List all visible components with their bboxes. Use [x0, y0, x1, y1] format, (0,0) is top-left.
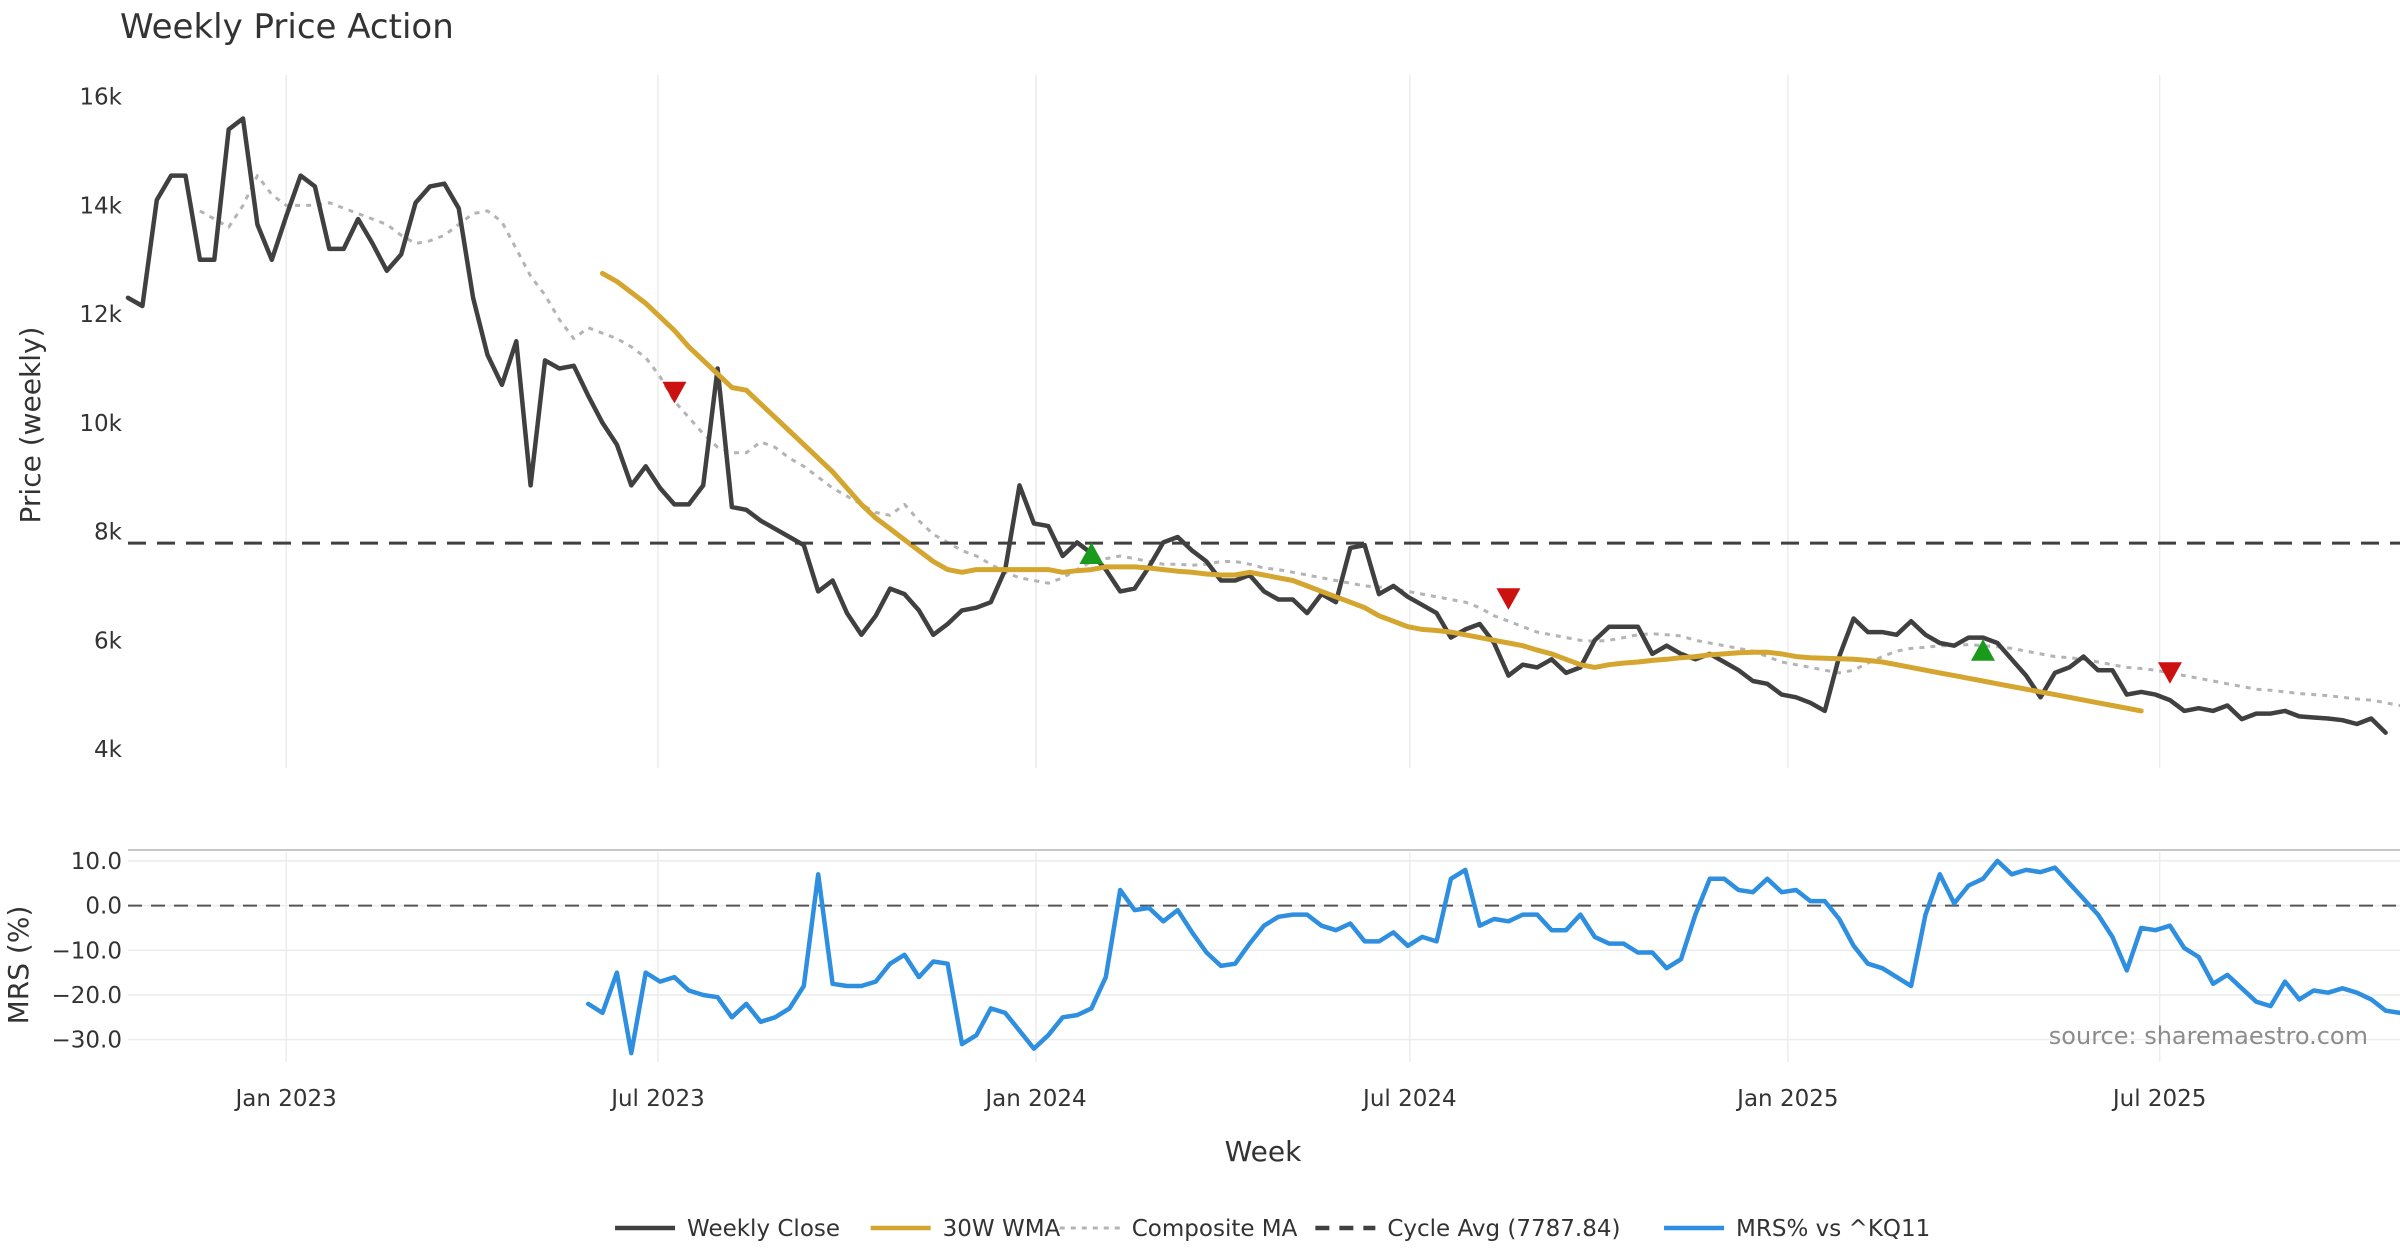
- price-y-tick-label: 12k: [79, 302, 122, 328]
- x-tick-label: Jan 2024: [983, 1086, 1086, 1112]
- buy-signal-marker: [1970, 639, 1995, 661]
- price-y-tick-label: 14k: [79, 193, 122, 219]
- price-y-tick-label: 8k: [94, 520, 123, 546]
- price-y-tick-label: 6k: [94, 628, 123, 654]
- price-y-tick-label: 4k: [94, 737, 123, 763]
- source-credit: source: sharemaestro.com: [2049, 1022, 2368, 1050]
- series-30w-wma: [600, 270, 2144, 714]
- sell-signal-marker: [1496, 588, 1521, 610]
- x-tick-label: Jan 2023: [234, 1086, 337, 1112]
- price-y-tick-label: 10k: [79, 411, 122, 437]
- sell-signal-marker: [662, 381, 687, 404]
- legend-label: Cycle Avg (7787.84): [1387, 1216, 1620, 1242]
- price-series-group: [125, 116, 2400, 735]
- mrs-y-axis-label: MRS (%): [2, 906, 35, 1025]
- legend-item-composite-ma: Composite MA: [1059, 1216, 1298, 1242]
- price-y-ticks: 4k 6k 8k 10k 12k 14k 16k: [79, 85, 122, 763]
- mrs-y-tick-label: 10.0: [71, 849, 122, 875]
- mrs-y-tick-label: 0.0: [85, 894, 122, 920]
- price-panel: 4k 6k 8k 10k 12k 14k 16k Price (weekly): [14, 75, 2400, 768]
- legend-label: Composite MA: [1132, 1216, 1298, 1242]
- legend-item-weekly-close: Weekly Close: [615, 1216, 840, 1242]
- legend-item-mrs-vs-kq11: MRS% vs ^KQ11: [1664, 1216, 1930, 1242]
- buy-signal-marker: [1079, 542, 1104, 564]
- series-composite-ma: [199, 174, 2400, 708]
- x-tick-label: Jul 2024: [1361, 1086, 1457, 1112]
- mrs-y-ticks: 10.0 0.0 −10.0 −20.0 −30.0: [52, 849, 122, 1054]
- series-weekly-close: [125, 116, 2388, 735]
- signal-markers: [662, 381, 2182, 684]
- mrs-y-tick-label: −20.0: [52, 983, 122, 1009]
- mrs-y-tick-label: −10.0: [52, 938, 122, 964]
- mrs-y-tick-label: −30.0: [52, 1028, 122, 1054]
- series-mrs-vs-kq11: [585, 858, 2400, 1056]
- legend-label: 30W WMA: [943, 1216, 1061, 1242]
- legend-item-30w-wma: 30W WMA: [870, 1216, 1061, 1242]
- x-axis-label: Week: [1225, 1135, 1302, 1168]
- mrs-panel: 10.0 0.0 −10.0 −20.0 −30.0 MRS (%) source: s…: [2, 849, 2400, 1062]
- legend-item-cycle-avg-7787-84: Cycle Avg (7787.84): [1315, 1216, 1620, 1242]
- price-y-tick-label: 16k: [79, 85, 122, 111]
- price-gridlines: [285, 75, 2161, 768]
- x-tick-label: Jan 2025: [1735, 1086, 1838, 1112]
- legend-label: Weekly Close: [687, 1216, 840, 1242]
- legend-label: MRS% vs ^KQ11: [1736, 1216, 1930, 1242]
- chart-title: Weekly Price Action: [120, 7, 454, 47]
- price-y-axis-label: Price (weekly): [14, 327, 47, 524]
- x-tick-label: Jul 2023: [609, 1086, 705, 1112]
- x-tick-label: Jul 2025: [2111, 1086, 2207, 1112]
- sell-signal-marker: [2157, 662, 2182, 684]
- legend: Weekly Close 30W WMA Composite MA Cycle Avg…: [615, 1216, 1930, 1242]
- mrs-series-group: [128, 858, 2400, 1056]
- x-axis-ticks: Jan 2023 Jul 2023 Jan 2024 Jul 2024 Jan 2025…: [234, 1086, 2207, 1112]
